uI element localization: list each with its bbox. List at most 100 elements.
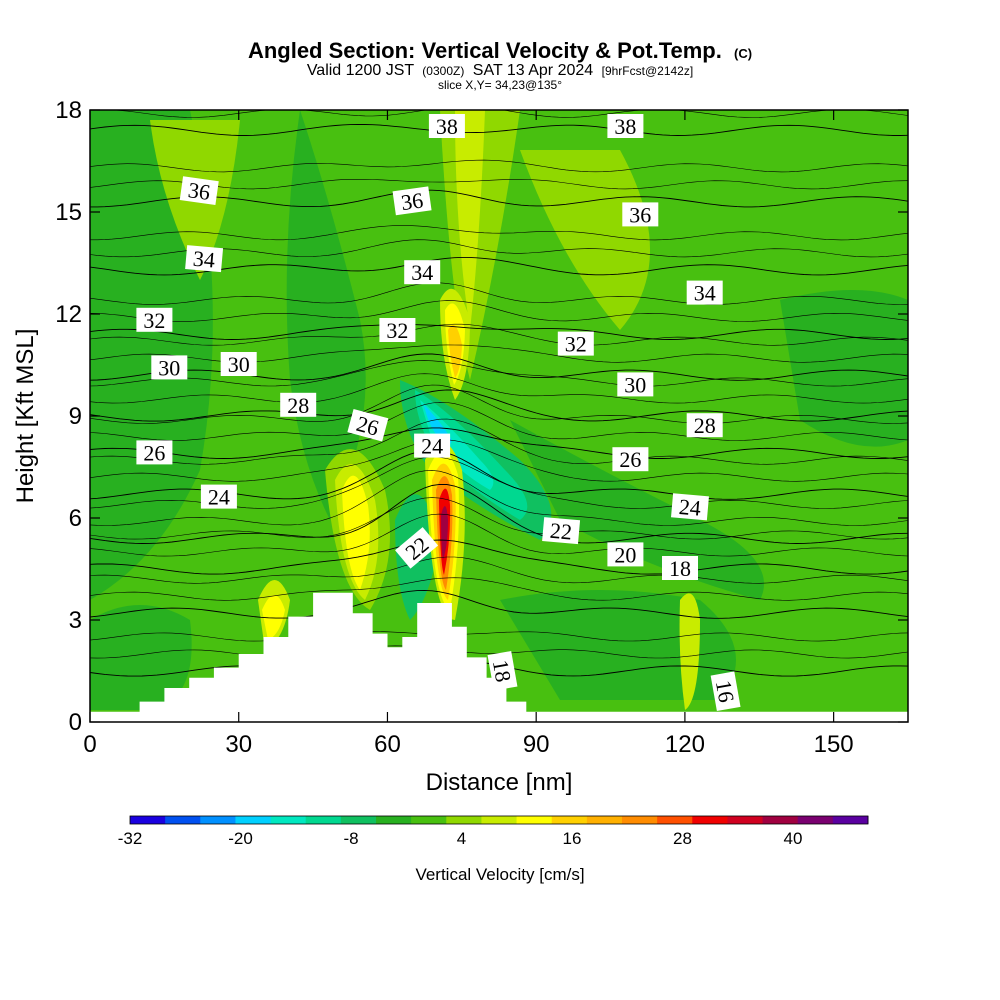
- theta-contour-line: [90, 589, 908, 619]
- contour-label: 30: [220, 352, 257, 377]
- contour-label: 24: [200, 484, 237, 510]
- contour-label-box: [220, 352, 257, 376]
- contour-label: 32: [557, 331, 594, 357]
- contour-label-text: 32: [386, 318, 408, 343]
- contour-label: 30: [151, 355, 188, 380]
- contour-label: 32: [136, 307, 173, 333]
- theta-contour-line: [90, 513, 908, 557]
- contour-label: 34: [686, 280, 723, 306]
- theta-contour-line: [90, 418, 908, 465]
- contour-label-box: [622, 202, 659, 227]
- contour-label-box: [487, 651, 518, 691]
- velocity-region: [510, 420, 764, 600]
- colorbar: -32 -20 -8 4 16 28 40: [118, 815, 869, 848]
- colorbar-swatch: [727, 816, 764, 824]
- contour-label-box: [347, 408, 389, 442]
- contour-labels: 38 38 36 36 36 34 34 34 32 32 32 30 30 30 28 28 26 26 26 24…: [136, 114, 741, 712]
- contour-label-box: [542, 517, 581, 545]
- contour-label-text: 28: [287, 393, 309, 418]
- theta-contour-line: [90, 360, 908, 387]
- y-tick-label: 18: [55, 97, 82, 124]
- colorbar-swatch: [340, 816, 377, 824]
- contour-label-box: [151, 355, 188, 380]
- theta-contour-line: [90, 427, 908, 459]
- colorbar-swatch: [622, 816, 658, 824]
- contour-label-text: 24: [421, 434, 443, 459]
- contour-label: 26: [612, 447, 649, 472]
- contour-label: 38: [428, 114, 465, 139]
- x-tick-label: 0: [83, 731, 96, 758]
- theta-contour-line: [90, 470, 908, 526]
- colorbar-swatch: [551, 816, 588, 824]
- contour-label-text: 32: [565, 332, 587, 357]
- contour-label-box: [179, 176, 219, 205]
- contour-label-text: 32: [143, 308, 165, 333]
- x-tick-label: 90: [523, 731, 550, 758]
- contour-label: 28: [280, 392, 317, 418]
- colorbar-swatch: [165, 816, 201, 824]
- theta-contour-line: [90, 256, 908, 276]
- contour-label: 36: [179, 176, 219, 205]
- theta-contour-line: [90, 497, 908, 540]
- theta-contour-line: [90, 630, 908, 642]
- contour-label: 36: [622, 202, 659, 227]
- contour-label: 26: [136, 440, 173, 465]
- contour-label-box: [136, 440, 173, 465]
- contour-label-box: [428, 114, 465, 138]
- theta-contours: [90, 110, 908, 677]
- theta-contour-line: [90, 401, 908, 441]
- velocity-region: [90, 605, 192, 710]
- contour-label-box: [136, 307, 173, 332]
- contour-label-box: [607, 114, 644, 138]
- x-tick-label: 120: [665, 731, 705, 758]
- contour-label: 24: [414, 433, 451, 459]
- contour-label-box: [404, 260, 441, 285]
- y-tick-label: 0: [69, 709, 82, 736]
- subtitle-utc: (0300Z): [422, 64, 464, 78]
- colorbar-tick-label: 28: [673, 829, 692, 848]
- theta-contour-line: [90, 439, 908, 482]
- colorbar-swatch: [692, 816, 728, 824]
- colorbar-tick-label: -20: [228, 829, 253, 848]
- theta-contour-line: [110, 110, 908, 118]
- colorbar-tick-label: -8: [343, 829, 358, 848]
- theta-contour-line: [90, 189, 908, 208]
- colorbar-swatch: [516, 816, 553, 824]
- y-tick-label: 12: [55, 301, 82, 328]
- x-tick-label: 150: [814, 731, 854, 758]
- colorbar-frame: [129, 815, 869, 825]
- contour-label: 36: [392, 186, 432, 215]
- subtitle-valid: Valid 1200 JST: [307, 62, 415, 79]
- contour-label-text: 36: [187, 177, 212, 205]
- contour-label-box: [671, 493, 709, 521]
- colorbar-swatch: [797, 816, 834, 824]
- colorbar-swatch: [481, 816, 518, 824]
- contour-label-box: [185, 245, 224, 273]
- contour-label: 34: [185, 245, 224, 273]
- contour-label-text: 30: [158, 355, 180, 380]
- y-tick-label: 9: [69, 403, 82, 430]
- colorbar-swatch: [657, 816, 693, 824]
- contour-label-box: [414, 433, 451, 458]
- plot-area: 38 38 36 36 36 34 34 34 32 32 32 30 30 30 28 28 26 26 26 24…: [90, 110, 908, 722]
- colorbar-swatch: [446, 816, 482, 824]
- y-tick-label: 6: [69, 505, 82, 532]
- contour-label-box: [280, 392, 317, 417]
- contour-label-box: [662, 556, 698, 580]
- colorbar-swatch: [832, 816, 869, 824]
- colorbar-swatch: [130, 816, 166, 824]
- theta-contour-line: [90, 225, 908, 241]
- chart-title: Angled Section: Vertical Velocity & Pot.…: [248, 38, 722, 63]
- contour-label: 34: [404, 260, 441, 285]
- contour-label: 26: [347, 408, 389, 442]
- contour-label: 22: [542, 517, 581, 545]
- contour-label-text: 20: [614, 542, 636, 567]
- contour-label-box: [379, 318, 416, 342]
- theta-contour-line: [90, 373, 908, 404]
- theta-contour-line: [90, 123, 908, 136]
- title-copyright-mark: (C): [734, 46, 752, 61]
- theta-contour-line: [90, 483, 908, 544]
- contour-label: 38: [607, 114, 644, 139]
